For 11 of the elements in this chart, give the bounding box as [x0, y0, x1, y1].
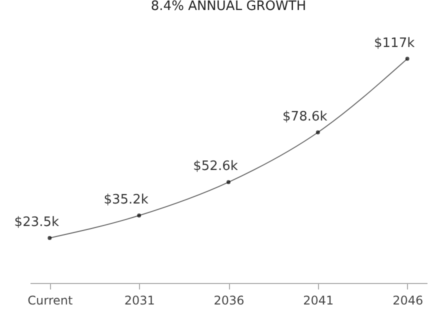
data-label: $23.5k — [14, 214, 60, 230]
data-label: $78.6k — [282, 109, 328, 124]
x-tick-label: 2031 — [124, 294, 155, 308]
x-tick-label: 2036 — [214, 294, 244, 308]
chart-title: 8.4% ANNUAL GROWTH — [150, 0, 306, 14]
x-tick-label: 2041 — [303, 294, 334, 308]
x-tick-label: 2046 — [392, 294, 424, 308]
data-label: $117k — [374, 36, 416, 51]
data-label: $35.2k — [104, 192, 149, 208]
data-label: $52.6k — [193, 159, 238, 174]
x-tick-label: Current — [28, 294, 73, 308]
